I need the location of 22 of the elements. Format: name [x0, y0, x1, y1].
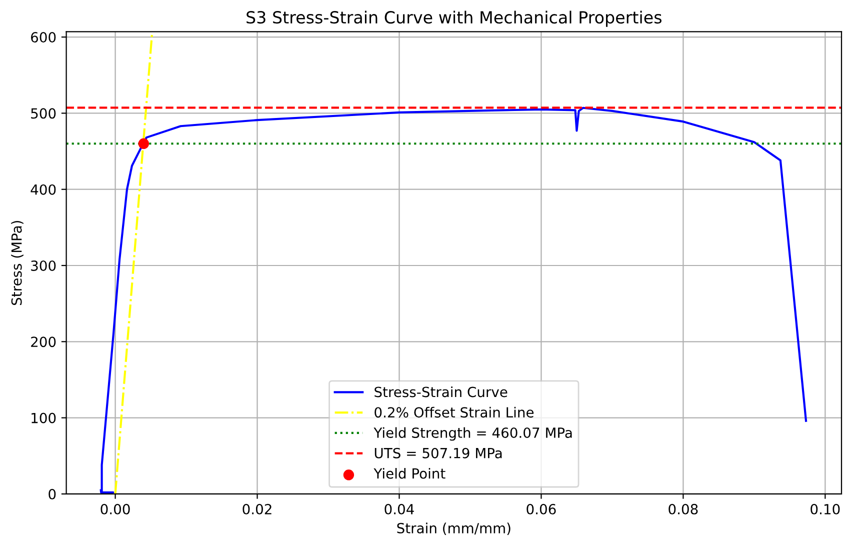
y-tick-label: 600: [31, 32, 56, 43]
x-tick-label: 0.00: [100, 504, 130, 514]
x-tick-label: 0.04: [384, 504, 414, 514]
line-series: [100, 106, 808, 494]
legend-label: Yield Point: [374, 468, 446, 479]
legend-label: Stress-Strain Curve: [374, 386, 508, 398]
y-tick-label: 500: [31, 108, 56, 119]
y-tick-label: 100: [32, 412, 56, 424]
x-tick-label: 0.10: [810, 504, 840, 514]
y-tick-label: 300: [31, 260, 56, 271]
y-tick-label: 400: [30, 184, 56, 195]
x-tick-label: 0.08: [668, 504, 698, 514]
x-axis-title: Strain (mm/mm): [397, 522, 510, 536]
y-tick-label: 200: [31, 336, 56, 348]
y-tick-label: 0: [48, 488, 56, 500]
x-tick-label: 0.02: [242, 504, 272, 514]
legend-label: UTS = 507.19 MPa: [374, 448, 502, 458]
y-axis-title: Stress (MPa): [11, 220, 24, 306]
legend-label: 0.2% Offset Strain Line: [374, 406, 534, 418]
chart-title: S3 Stress-Strain Curve with Mechanical Properties: [246, 10, 662, 27]
legend-label: Yield Strength = 460.07 MPa: [374, 427, 572, 441]
x-tick-label: 0.06: [526, 504, 556, 514]
